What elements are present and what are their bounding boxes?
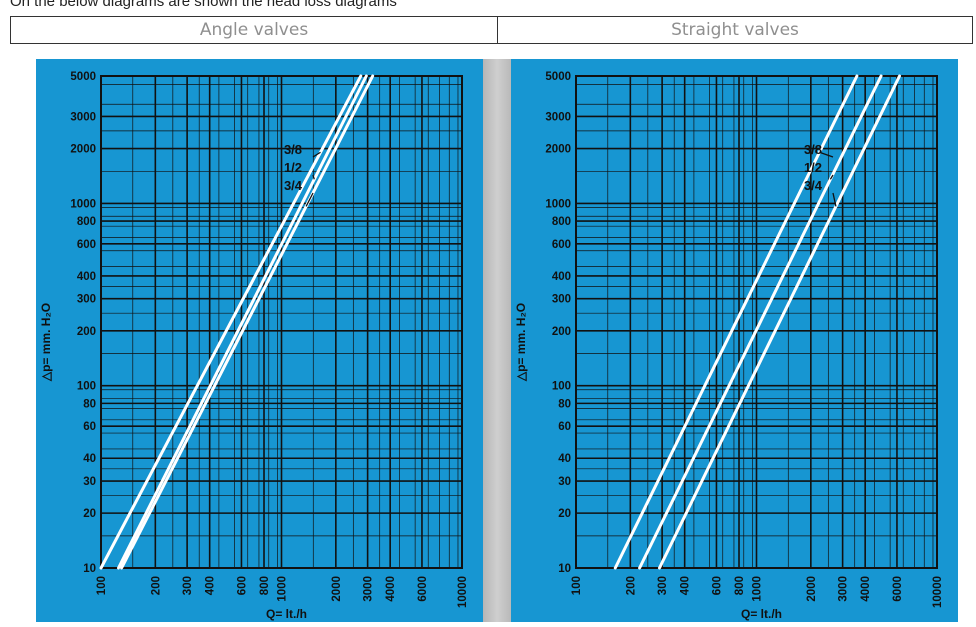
y-tick-label: 5000 xyxy=(70,71,96,83)
y-tick-label: 200 xyxy=(552,326,571,338)
x-tick-label: 100 xyxy=(96,576,108,595)
y-tick-label: 60 xyxy=(558,421,571,433)
x-tick-label: 200 xyxy=(625,576,637,595)
series-label: 1/2 xyxy=(284,160,302,175)
panel-divider xyxy=(483,59,511,622)
y-tick-label: 3000 xyxy=(545,111,571,123)
series-label: 3/8 xyxy=(804,142,822,157)
x-tick-label: 100 xyxy=(571,576,583,595)
x-tick-label: 800 xyxy=(259,576,271,595)
y-tick-label: 300 xyxy=(552,294,571,306)
series-label: 3/8 xyxy=(284,142,302,157)
x-tick-label: 300 xyxy=(182,576,194,595)
series-label: 1/2 xyxy=(804,160,822,175)
y-tick-label: 100 xyxy=(552,381,571,393)
header-straight-valves: Straight valves xyxy=(497,16,973,44)
series-line-1-2 xyxy=(116,74,368,570)
y-tick-label: 600 xyxy=(552,239,571,251)
series-line-3-8 xyxy=(613,74,859,570)
y-tick-label: 800 xyxy=(552,216,571,228)
x-tick-label: 1000 xyxy=(752,576,764,602)
y-tick-label: 30 xyxy=(83,476,96,488)
y-tick-label: 40 xyxy=(83,453,96,465)
x-tick-label: 6000 xyxy=(892,576,904,602)
x-tick-label: 2000 xyxy=(806,576,818,602)
y-tick-label: 1000 xyxy=(70,198,96,210)
y-tick-label: 40 xyxy=(558,453,571,465)
x-tick-label: 600 xyxy=(236,576,248,595)
y-tick-label: 60 xyxy=(83,421,96,433)
x-axis-label: Q= lt./h xyxy=(266,607,307,621)
x-tick-label: 600 xyxy=(711,576,723,595)
y-tick-label: 400 xyxy=(552,271,571,283)
y-tick-label: 800 xyxy=(77,216,96,228)
y-axis-label: △p= mm. H₂O xyxy=(39,303,53,382)
leader-line xyxy=(312,151,321,158)
x-tick-label: 400 xyxy=(205,576,217,595)
x-tick-label: 1000 xyxy=(277,576,289,602)
leader-line xyxy=(832,192,837,207)
x-tick-label: 300 xyxy=(657,576,669,595)
y-tick-label: 1000 xyxy=(545,198,571,210)
plot-frame xyxy=(100,75,463,569)
y-tick-label: 200 xyxy=(77,326,96,338)
series-line-1-2 xyxy=(638,74,883,570)
x-tick-label: 10000 xyxy=(457,576,469,608)
y-tick-label: 5000 xyxy=(545,71,571,83)
header-angle-valves: Angle valves xyxy=(10,16,498,44)
plot-frame xyxy=(575,75,938,569)
leader-line xyxy=(312,174,315,180)
y-tick-label: 20 xyxy=(558,508,571,520)
x-tick-label: 400 xyxy=(680,576,692,595)
y-axis-label: △p= mm. H₂O xyxy=(514,303,528,382)
y-tick-label: 600 xyxy=(77,239,96,251)
x-tick-label: 2000 xyxy=(331,576,343,602)
y-tick-label: 10 xyxy=(83,563,96,575)
x-tick-label: 800 xyxy=(734,576,746,595)
y-tick-label: 80 xyxy=(83,398,96,410)
x-tick-label: 6000 xyxy=(417,576,429,602)
y-tick-label: 30 xyxy=(558,476,571,488)
x-axis-label: Q= lt./h xyxy=(741,607,782,621)
series-line-3-4 xyxy=(120,74,375,570)
chart-angle-valves: 10 20 30 40 60 80 100 200 300 400 600 800 1000 2000 30… xyxy=(39,71,469,621)
x-tick-label: 4000 xyxy=(385,576,397,602)
series-label: 3/4 xyxy=(284,178,303,193)
intro-text: On the below diagrams are shown the head… xyxy=(10,0,397,10)
y-tick-label: 2000 xyxy=(70,144,96,156)
x-tick-label: 3000 xyxy=(838,576,850,602)
x-tick-label: 10000 xyxy=(932,576,944,608)
chart-panel-straight: 10 20 30 40 60 80 100 200 300 400 600 800 1000 2000 30… xyxy=(511,59,958,622)
leader-line xyxy=(829,174,834,180)
series-line-3-4 xyxy=(657,74,902,570)
leader-line xyxy=(305,192,314,207)
y-tick-label: 3000 xyxy=(70,111,96,123)
y-tick-label: 80 xyxy=(558,398,571,410)
series-line-3-8 xyxy=(99,74,363,570)
y-tick-label: 10 xyxy=(558,563,571,575)
chart-straight-valves: 10 20 30 40 60 80 100 200 300 400 600 800 1000 2000 30… xyxy=(514,71,944,621)
series-label: 3/4 xyxy=(804,178,823,193)
x-tick-label: 3000 xyxy=(363,576,375,602)
chart-panel-angle: 10 20 30 40 60 80 100 200 300 400 600 800 1000 2000 30… xyxy=(36,59,483,622)
y-tick-label: 100 xyxy=(77,381,96,393)
y-tick-label: 2000 xyxy=(545,144,571,156)
x-tick-label: 4000 xyxy=(860,576,872,602)
x-tick-label: 200 xyxy=(150,576,162,595)
y-tick-label: 300 xyxy=(77,294,96,306)
leader-line xyxy=(819,151,834,158)
y-tick-label: 20 xyxy=(83,508,96,520)
y-tick-label: 400 xyxy=(77,271,96,283)
